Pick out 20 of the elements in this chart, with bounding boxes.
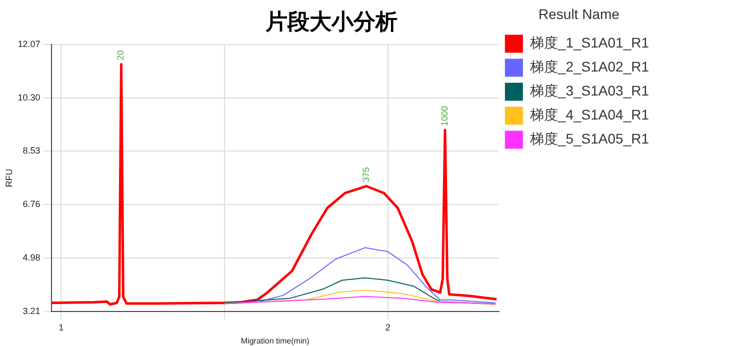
chart-title: 片段大小分析 bbox=[264, 8, 398, 35]
y-tick-label: 10.30 bbox=[18, 92, 40, 102]
legend-title: Result Name bbox=[538, 6, 620, 22]
x-tick-label: 2 bbox=[385, 322, 390, 332]
legend-label: 梯度_3_S1A03_R1 bbox=[528, 82, 650, 99]
x-tick-label: 1 bbox=[58, 322, 64, 332]
annotation: 20 bbox=[116, 50, 126, 60]
annotation: 1000 bbox=[440, 106, 450, 126]
y-tick-label: 12.07 bbox=[18, 38, 40, 49]
y-tick-label: 6.76 bbox=[22, 199, 40, 210]
y-tick-label: 3.21 bbox=[22, 306, 40, 316]
legend-label: 梯度_5_S1A05_R1 bbox=[528, 130, 650, 147]
x-axis-title: Migration time(min) bbox=[240, 336, 310, 346]
y-tick-label: 8.53 bbox=[22, 146, 40, 156]
legend-label: 梯度_2_S1A02_R1 bbox=[528, 58, 650, 75]
legend-label: 梯度_1_S1A01_R1 bbox=[528, 34, 650, 51]
y-axis-title: RFU bbox=[4, 168, 14, 188]
legend-label: 梯度_4_S1A04_R1 bbox=[528, 106, 650, 123]
annotation: 375 bbox=[360, 167, 371, 182]
y-tick-label: 4.98 bbox=[22, 252, 40, 263]
